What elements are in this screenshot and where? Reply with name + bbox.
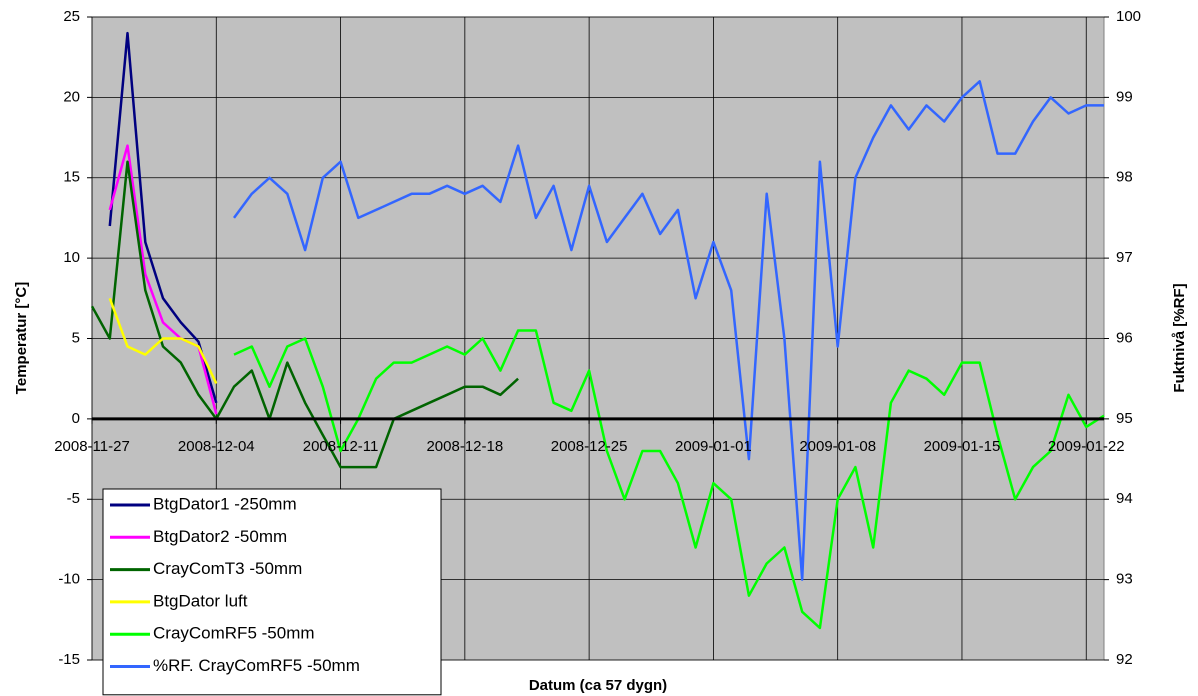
x-axis-title: Datum (ca 57 dygn) xyxy=(529,677,667,694)
series-line xyxy=(108,297,218,385)
y2-tick-label: 92 xyxy=(1116,651,1133,668)
y2-axis-title: Fuktnivå [%RF] xyxy=(1171,283,1188,392)
x-tick-label: 2008-12-18 xyxy=(426,438,503,455)
series-line xyxy=(108,31,218,404)
y-axis-title: Temperatur [°C] xyxy=(13,282,30,394)
legend-label: %RF. CrayComRF5 -50mm xyxy=(153,656,360,675)
legend-label: BtgDator1 -250mm xyxy=(153,494,297,513)
y2-tick-label: 100 xyxy=(1116,8,1141,25)
x-tick-label: 2009-01-15 xyxy=(924,438,1001,455)
y-tick-label: 20 xyxy=(63,88,80,105)
y-tick-label: 25 xyxy=(63,8,80,25)
y2-tick-label: 93 xyxy=(1116,571,1133,588)
y-tick-label: 10 xyxy=(63,249,80,266)
legend-label: CrayComT3 -50mm xyxy=(153,559,302,578)
y-tick-label: -5 xyxy=(67,490,80,507)
x-tick-label: 2009-01-22 xyxy=(1048,438,1125,455)
legend-label: BtgDator luft xyxy=(153,591,248,610)
series-line xyxy=(233,329,1105,630)
x-tick-label: 2009-01-01 xyxy=(675,438,752,455)
y-tick-label: -15 xyxy=(58,651,80,668)
y-tick-label: 0 xyxy=(72,410,80,427)
y2-tick-label: 98 xyxy=(1116,169,1133,186)
legend-label: CrayComRF5 -50mm xyxy=(153,624,315,643)
x-tick-label: 2008-12-11 xyxy=(303,438,379,455)
x-tick-label: 2008-11-27 xyxy=(54,438,130,455)
y2-tick-label: 97 xyxy=(1116,249,1133,266)
series-line xyxy=(90,160,519,469)
y2-tick-label: 99 xyxy=(1116,88,1133,105)
x-tick-label: 2008-12-04 xyxy=(178,438,255,455)
legend-label: BtgDator2 -50mm xyxy=(153,527,287,546)
series-line xyxy=(232,80,1104,581)
y2-tick-label: 95 xyxy=(1116,410,1133,427)
y2-tick-label: 96 xyxy=(1116,329,1133,346)
x-tick-label: 2008-12-25 xyxy=(551,438,628,455)
legend-box xyxy=(102,488,442,696)
y-tick-label: 15 xyxy=(63,169,80,186)
y2-tick-label: 94 xyxy=(1116,490,1133,507)
y-tick-label: 5 xyxy=(72,329,80,346)
y-tick-label: -10 xyxy=(58,571,80,588)
x-tick-label: 2009-01-08 xyxy=(799,438,876,455)
